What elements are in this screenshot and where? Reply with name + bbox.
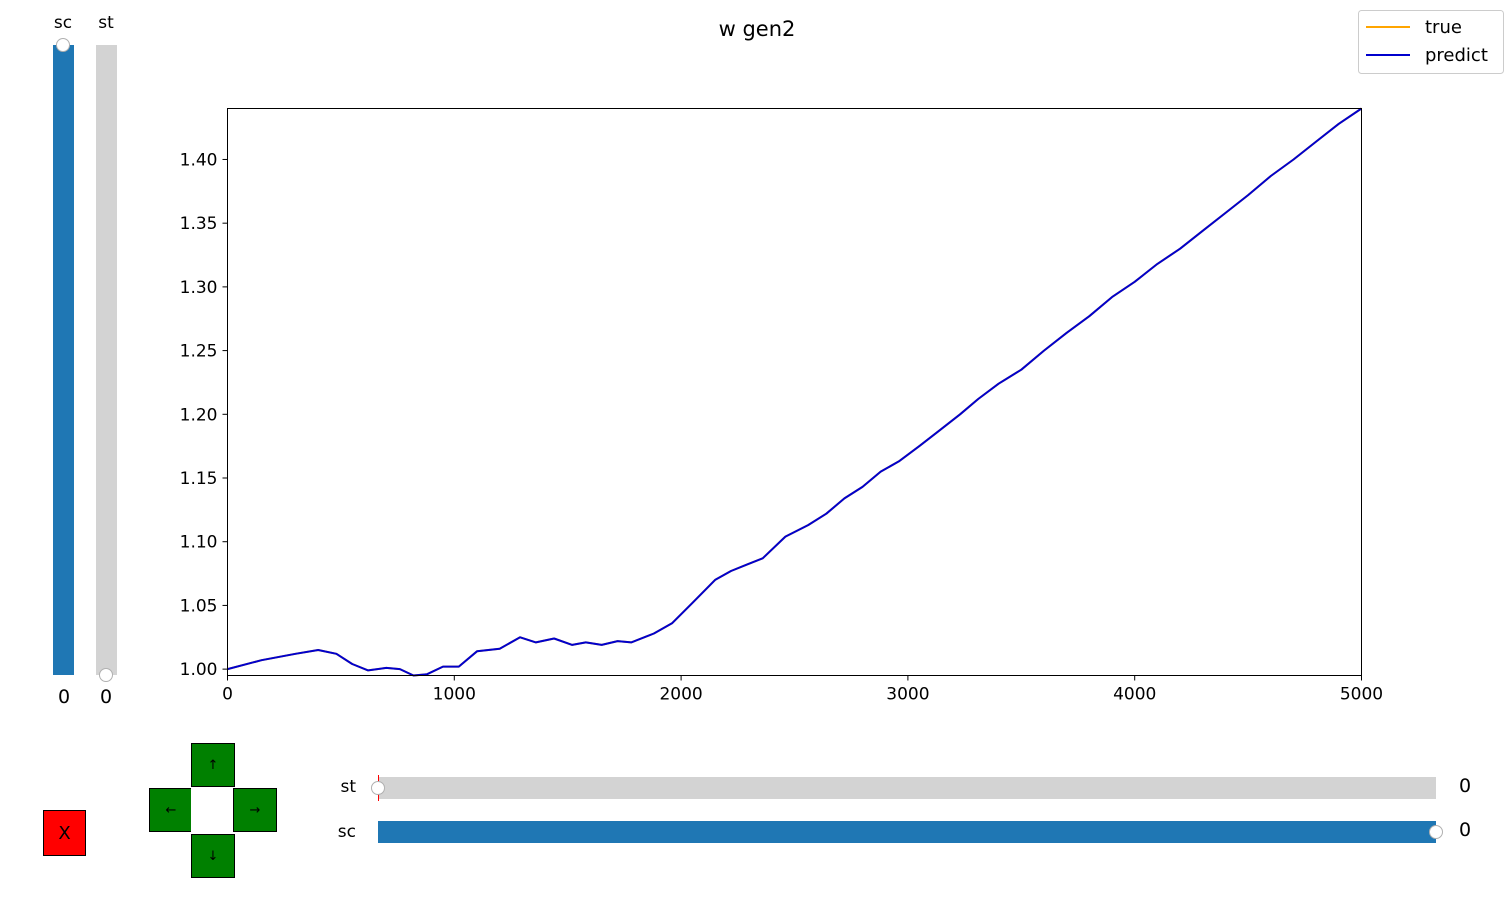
- y-tick-label: 1.30: [180, 278, 218, 298]
- y-tick-label: 1.35: [180, 214, 218, 234]
- chart-title: w gen2: [719, 17, 796, 41]
- series-line-true: [227, 107, 1363, 677]
- y-tick-label: 1.05: [180, 596, 218, 616]
- arrow-up-icon: ↑: [207, 757, 219, 773]
- left-slider-sc-label: sc: [53, 13, 73, 33]
- x-tick-label: 3000: [886, 685, 929, 705]
- dpad-left-button[interactable]: ←: [149, 788, 193, 832]
- y-tick-label: 1.25: [180, 342, 218, 362]
- bottom-slider-st[interactable]: [371, 775, 1436, 801]
- chart-figure: w gen2 0 1000 2000 3000 4000 5000 1.00 1.05 1.10…: [180, 10, 1504, 705]
- dpad-down-button[interactable]: ↓: [191, 834, 235, 878]
- y-tick-label: 1.40: [180, 150, 218, 170]
- bottom-slider-st-value: 0: [1459, 775, 1472, 797]
- bottom-slider-sc-label: sc: [337, 822, 356, 842]
- series-line-predict: [227, 107, 1363, 677]
- arrow-left-icon: ←: [165, 802, 177, 818]
- dpad-center: [191, 788, 235, 832]
- left-slider-sc[interactable]: [53, 38, 74, 675]
- left-slider-st-label: st: [98, 13, 114, 33]
- dpad-right-button[interactable]: →: [233, 788, 277, 832]
- plot-frame: [227, 108, 1362, 676]
- bottom-slider-st-handle[interactable]: [371, 781, 385, 795]
- x-tick-label: 0: [222, 685, 233, 705]
- legend-label-true: true: [1425, 17, 1462, 38]
- dpad-up-button[interactable]: ↑: [191, 743, 235, 787]
- left-slider-st-value: 0: [99, 686, 113, 708]
- y-tick-label: 1.10: [180, 533, 218, 553]
- bottom-slider-sc-value: 0: [1459, 819, 1472, 841]
- bottom-slider-sc[interactable]: [378, 821, 1443, 843]
- left-slider-st[interactable]: [96, 45, 117, 682]
- bottom-slider-sc-handle[interactable]: [1429, 825, 1443, 839]
- left-slider-sc-value: 0: [57, 686, 71, 708]
- x-tick-label: 5000: [1340, 685, 1383, 705]
- close-button[interactable]: X: [43, 810, 86, 856]
- left-slider-sc-fill: [53, 45, 74, 675]
- x-tick-label: 2000: [659, 685, 702, 705]
- y-tick-label: 1.00: [180, 660, 218, 680]
- arrow-right-icon: →: [249, 802, 261, 818]
- y-tick-label: 1.15: [180, 469, 218, 489]
- x-tick-label: 4000: [1113, 685, 1156, 705]
- y-tick-label: 1.20: [180, 405, 218, 425]
- bottom-slider-sc-fill: [378, 821, 1436, 843]
- left-slider-st-handle[interactable]: [99, 668, 113, 682]
- left-slider-sc-handle[interactable]: [56, 38, 70, 52]
- x-tick-label: 1000: [433, 685, 476, 705]
- bottom-slider-st-label: st: [340, 777, 356, 797]
- legend-label-predict: predict: [1425, 45, 1488, 66]
- legend: true predict: [1358, 10, 1504, 74]
- arrow-down-icon: ↓: [207, 848, 219, 864]
